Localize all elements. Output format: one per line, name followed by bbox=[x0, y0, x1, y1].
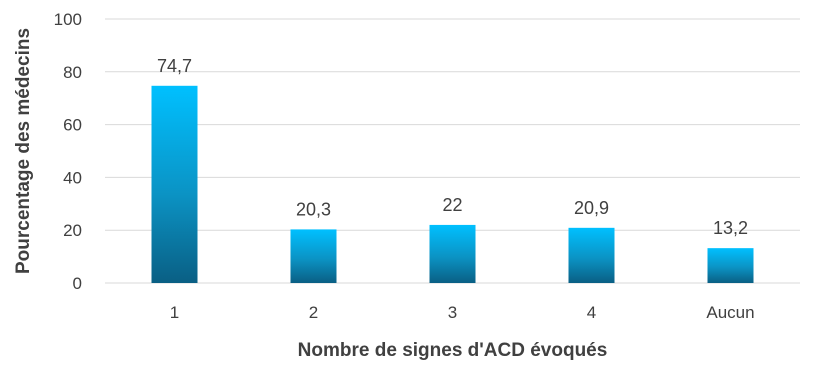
y-tick-label: 20 bbox=[63, 221, 82, 240]
x-axis-title: Nombre de signes d'ACD évoqués bbox=[298, 340, 608, 361]
bars bbox=[151, 85, 754, 284]
y-tick-label: 0 bbox=[73, 274, 82, 293]
gridlines bbox=[105, 18, 800, 284]
bar-Aucun bbox=[707, 248, 754, 283]
data-label: 13,2 bbox=[713, 218, 748, 238]
data-label: 22 bbox=[442, 195, 462, 215]
y-axis-title: Pourcentage des médecins bbox=[13, 28, 34, 274]
x-axis-ticks: 1 2 3 4 Aucun bbox=[170, 303, 755, 322]
x-tick-label: 2 bbox=[309, 303, 318, 322]
data-labels: 74,7 20,3 22 20,9 13,2 bbox=[157, 56, 748, 238]
bar-2 bbox=[290, 229, 337, 283]
x-tick-label: 4 bbox=[587, 303, 596, 322]
bar-1 bbox=[151, 85, 198, 284]
bar-3 bbox=[429, 224, 476, 283]
y-tick-label: 60 bbox=[63, 116, 82, 135]
y-axis-ticks: 0 20 40 60 80 100 bbox=[54, 10, 82, 293]
y-tick-label: 100 bbox=[54, 10, 82, 29]
data-label: 74,7 bbox=[157, 56, 192, 76]
data-label: 20,9 bbox=[574, 198, 609, 218]
x-tick-label: 1 bbox=[170, 303, 179, 322]
y-tick-label: 80 bbox=[63, 63, 82, 82]
bar-4 bbox=[568, 227, 615, 283]
x-tick-label: 3 bbox=[448, 303, 457, 322]
y-tick-label: 40 bbox=[63, 168, 82, 187]
x-tick-label: Aucun bbox=[706, 303, 754, 322]
data-label: 20,3 bbox=[296, 199, 331, 219]
